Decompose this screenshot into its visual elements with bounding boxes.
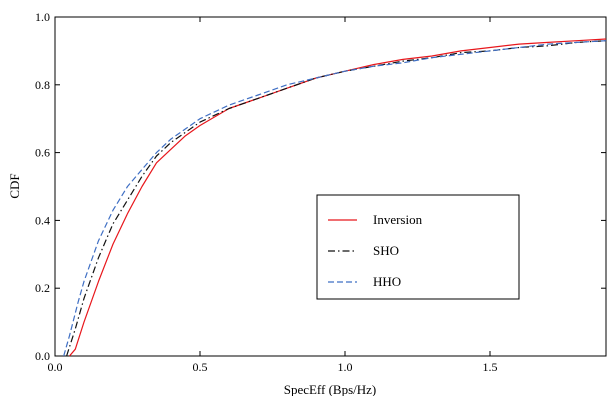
- y-tick-label: 0.0: [35, 349, 50, 363]
- legend-label-sho: SHO: [373, 243, 399, 258]
- series-line-hho: [63, 40, 607, 357]
- x-tick-label: 0.0: [48, 360, 63, 374]
- legend-box: [316, 194, 520, 300]
- y-tick-label: 0.2: [35, 281, 50, 295]
- legend: Inversion SHO HHO: [316, 194, 520, 300]
- x-tick-label: 1.0: [338, 360, 353, 374]
- y-tick-label: 1.0: [35, 10, 50, 24]
- x-axis-title: SpecEff (Bps/Hz): [284, 382, 377, 396]
- plot-frame: [54, 16, 607, 357]
- y-tick-label: 0.8: [35, 78, 50, 92]
- y-tick-label: 0.4: [35, 213, 50, 227]
- series-layer: [63, 38, 607, 357]
- legend-label-inversion: Inversion: [373, 212, 423, 227]
- tick-layer: 0.0 0.5 1.0 1.5 0.0 0.2 0.4 0.6 0.8 1.0: [35, 10, 606, 374]
- x-tick-label: 0.5: [193, 360, 208, 374]
- legend-label-hho: HHO: [373, 274, 401, 289]
- y-tick-label: 0.6: [35, 146, 50, 160]
- y-axis-title: CDF: [7, 173, 22, 198]
- x-tick-label: 1.5: [483, 360, 498, 374]
